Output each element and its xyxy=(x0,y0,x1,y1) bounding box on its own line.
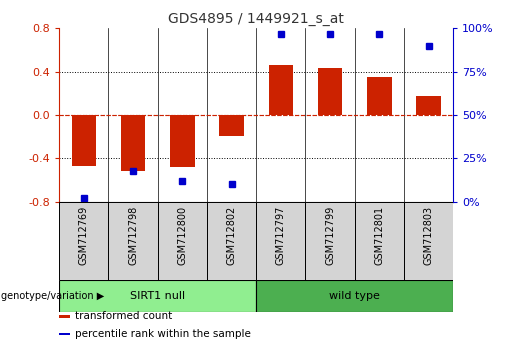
Text: percentile rank within the sample: percentile rank within the sample xyxy=(75,329,251,339)
Bar xyxy=(404,202,453,280)
Title: GDS4895 / 1449921_s_at: GDS4895 / 1449921_s_at xyxy=(168,12,344,26)
Bar xyxy=(256,202,305,280)
Text: GSM712803: GSM712803 xyxy=(423,206,434,265)
Bar xyxy=(318,68,342,115)
Bar xyxy=(59,315,70,318)
Bar xyxy=(355,202,404,280)
Bar xyxy=(416,96,441,115)
Text: GSM712797: GSM712797 xyxy=(276,206,286,265)
Text: wild type: wild type xyxy=(329,291,380,301)
Bar xyxy=(59,280,256,312)
Text: genotype/variation ▶: genotype/variation ▶ xyxy=(1,291,104,301)
Text: GSM712769: GSM712769 xyxy=(79,206,89,265)
Bar xyxy=(59,202,109,280)
Bar xyxy=(170,115,195,167)
Bar xyxy=(207,202,256,280)
Bar xyxy=(367,77,391,115)
Bar xyxy=(305,202,355,280)
Text: transformed count: transformed count xyxy=(75,311,172,321)
Bar xyxy=(158,202,207,280)
Bar xyxy=(121,115,145,171)
Bar xyxy=(256,280,453,312)
Bar xyxy=(59,333,70,335)
Bar xyxy=(109,202,158,280)
Text: GSM712800: GSM712800 xyxy=(177,206,187,265)
Bar xyxy=(219,115,244,136)
Bar xyxy=(268,65,293,115)
Text: GSM712799: GSM712799 xyxy=(325,206,335,265)
Bar xyxy=(72,115,96,166)
Text: SIRT1 null: SIRT1 null xyxy=(130,291,185,301)
Text: GSM712801: GSM712801 xyxy=(374,206,384,265)
Text: GSM712798: GSM712798 xyxy=(128,206,138,265)
Text: GSM712802: GSM712802 xyxy=(227,206,236,265)
